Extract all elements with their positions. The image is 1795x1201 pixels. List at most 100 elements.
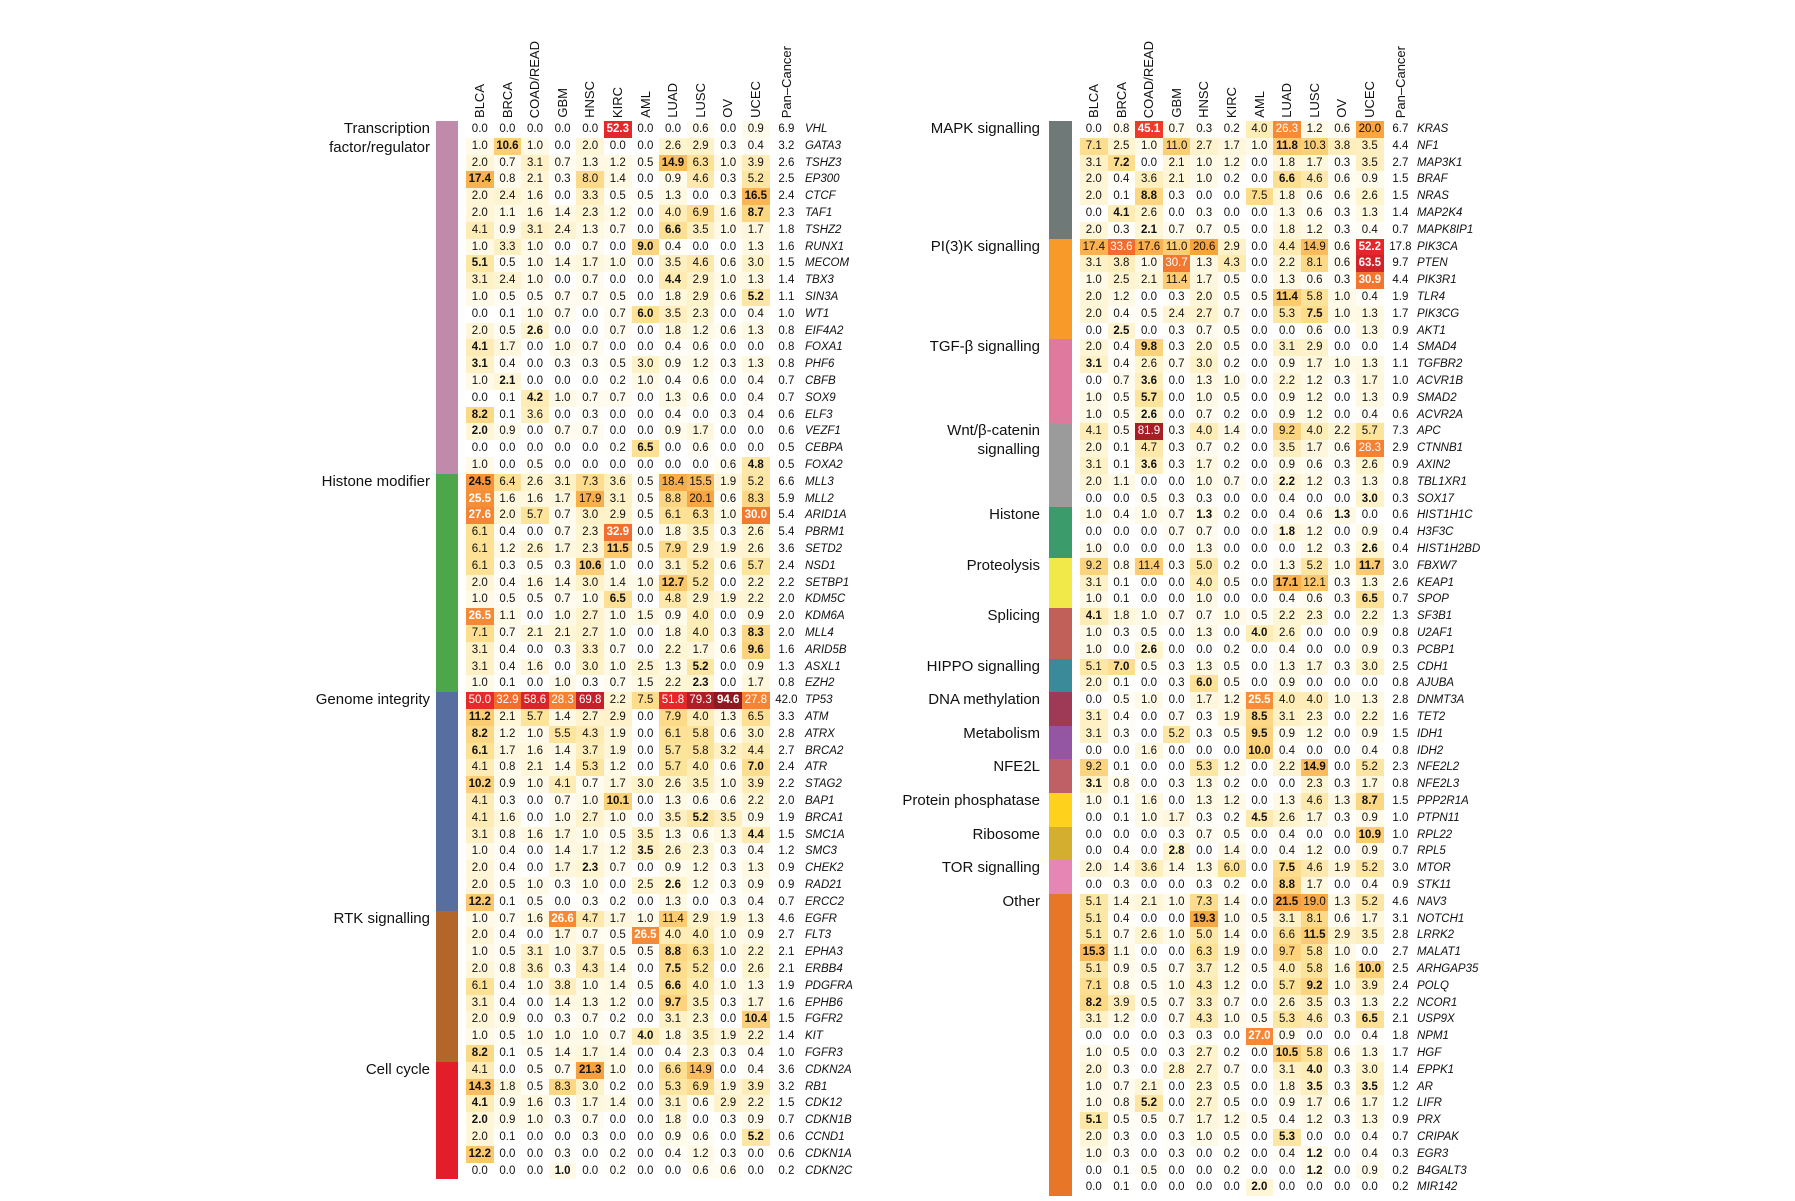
heatmap-cell: 11.7 xyxy=(1356,557,1384,575)
heatmap-cell: 1.0 xyxy=(1080,641,1108,659)
heatmap-cell: 11.4 xyxy=(1162,272,1191,289)
heatmap-cell: 1.0 xyxy=(1135,255,1163,273)
pan-cancer-value: 2.5 xyxy=(778,173,795,186)
heatmap-cell: 1.9 xyxy=(714,541,742,558)
heatmap-cell: 0.0 xyxy=(1245,1061,1274,1079)
heatmap-cell: 0.3 xyxy=(1162,1145,1191,1163)
heatmap-cell: 1.4 xyxy=(604,961,632,978)
heatmap-cell: 7.1 xyxy=(1080,137,1108,155)
heatmap-cell: 0.0 xyxy=(493,457,522,474)
heatmap-cell: 0.7 xyxy=(1218,473,1246,491)
heatmap-cell: 0.6 xyxy=(714,255,742,273)
heatmap-cell: 1.3 xyxy=(1190,860,1218,877)
heatmap-cell: 0.9 xyxy=(493,423,522,441)
heatmap-cell: 1.0 xyxy=(604,1061,632,1079)
heatmap-cell: 1.3 xyxy=(1328,793,1356,810)
group-color-bar xyxy=(1049,893,1072,1197)
heatmap-cell: 0.6 xyxy=(1328,188,1356,205)
heatmap-cell: 3.5 xyxy=(631,826,660,844)
heatmap-cell: 5.8 xyxy=(1300,1045,1329,1062)
heatmap-cell: 0.0 xyxy=(466,389,494,407)
heatmap-cell: 0.6 xyxy=(686,1129,715,1146)
column-header-label: LUAD xyxy=(1279,83,1295,118)
heatmap-cell: 0.4 xyxy=(493,860,522,877)
heatmap-cell: 3.1 xyxy=(659,557,687,575)
heatmap-cell: 2.1 xyxy=(1135,221,1163,239)
gene-label: H3F3C xyxy=(1417,526,1454,539)
heatmap-cell: 0.3 xyxy=(1162,557,1191,575)
heatmap-cell: 0.0 xyxy=(1135,1145,1163,1163)
column-header-label: LUSC xyxy=(692,83,708,118)
heatmap-cell: 0.7 xyxy=(604,322,632,340)
group-label: Ribosome xyxy=(972,825,1040,843)
heatmap-cell: 4.0 xyxy=(1273,961,1301,978)
group-label: Genome integrity xyxy=(315,691,430,709)
heatmap-cell: 0.1 xyxy=(1107,809,1136,827)
heatmap-cell: 69.8 xyxy=(576,692,604,709)
heatmap-cell: 1.7 xyxy=(686,641,715,659)
heatmap-cell: 2.2 xyxy=(742,793,770,810)
heatmap-cell: 0.4 xyxy=(1273,1112,1301,1129)
heatmap-cell: 0.0 xyxy=(714,373,742,390)
heatmap-cell: 0.0 xyxy=(1135,524,1163,541)
pan-cancer-value: 2.8 xyxy=(1392,694,1409,707)
gene-label: KDM5C xyxy=(805,593,846,606)
heatmap-cell: 0.3 xyxy=(1162,339,1191,357)
heatmap-cell: 0.0 xyxy=(1135,1045,1163,1062)
gene-label: BRCA2 xyxy=(805,744,844,757)
heatmap-cell: 0.0 xyxy=(742,1162,770,1180)
pan-cancer-value: 2.9 xyxy=(1392,442,1409,455)
heatmap-cell: 3.0 xyxy=(576,1078,604,1096)
gene-label: NPM1 xyxy=(1417,1030,1449,1043)
heatmap-cell: 2.8 xyxy=(1162,843,1191,861)
heatmap-cell: 3.5 xyxy=(1273,440,1301,457)
heatmap-cell: 1.2 xyxy=(604,994,632,1012)
heatmap-cell: 0.4 xyxy=(1107,171,1136,189)
heatmap-cell: 7.3 xyxy=(1190,893,1218,911)
heatmap-cell: 0.7 xyxy=(604,675,632,693)
heatmap-cell: 0.0 xyxy=(631,221,660,239)
heatmap-cell: 0.3 xyxy=(1162,188,1191,205)
heatmap-cell: 0.6 xyxy=(714,490,742,508)
heatmap-cell: 3.3 xyxy=(576,641,604,659)
heatmap-cell: 0.7 xyxy=(493,625,522,642)
heatmap-cell: 4.8 xyxy=(659,591,687,609)
gene-label: BRAF xyxy=(1417,173,1448,186)
heatmap-cell: 2.0 xyxy=(466,927,494,945)
heatmap-cell: 1.4 xyxy=(1218,893,1246,911)
heatmap-cell: 0.7 xyxy=(1190,826,1218,844)
heatmap-cell: 11.5 xyxy=(1300,927,1329,945)
heatmap-cell: 1.4 xyxy=(548,994,577,1012)
heatmap-cell: 0.0 xyxy=(742,423,770,441)
heatmap-cell: 0.2 xyxy=(604,893,632,911)
heatmap-cell: 0.0 xyxy=(1190,742,1218,760)
heatmap-cell: 1.7 xyxy=(1190,272,1218,289)
gene-label: MALAT1 xyxy=(1417,946,1461,959)
pan-cancer-value: 2.5 xyxy=(1392,963,1409,975)
heatmap-cell: 0.7 xyxy=(1162,1112,1191,1129)
pan-cancer-value: 6.7 xyxy=(1392,123,1409,135)
heatmap-cell: 2.5 xyxy=(631,658,660,676)
heatmap-cell: 0.3 xyxy=(1328,658,1356,676)
heatmap-cell: 0.4 xyxy=(742,389,770,407)
heatmap-cell: 2.0 xyxy=(1080,473,1108,491)
heatmap-cell: 2.7 xyxy=(1190,1045,1218,1062)
heatmap-cell: 2.0 xyxy=(466,574,494,592)
gene-label: ASXL1 xyxy=(805,660,841,673)
heatmap-cell: 0.5 xyxy=(1135,977,1163,995)
pan-cancer-value: 0.2 xyxy=(1392,1164,1409,1177)
heatmap-cell: 2.2 xyxy=(742,574,770,592)
heatmap-cell: 0.4 xyxy=(1273,826,1301,844)
heatmap-cell: 0.0 xyxy=(1080,742,1108,760)
gene-label: CDKN1B xyxy=(805,1114,852,1127)
heatmap-cell: 7.9 xyxy=(659,541,687,558)
heatmap-cell: 5.2 xyxy=(686,809,715,827)
heatmap-cell: 0.0 xyxy=(1190,1179,1218,1197)
heatmap-cell: 0.6 xyxy=(714,289,742,306)
heatmap-cell: 3.5 xyxy=(659,809,687,827)
heatmap-cell: 1.0 xyxy=(631,373,660,390)
heatmap-cell: 5.7 xyxy=(659,742,687,760)
column-header: OV xyxy=(714,0,742,118)
heatmap-cell: 0.0 xyxy=(742,1145,770,1163)
heatmap-cell: 0.7 xyxy=(604,860,632,877)
